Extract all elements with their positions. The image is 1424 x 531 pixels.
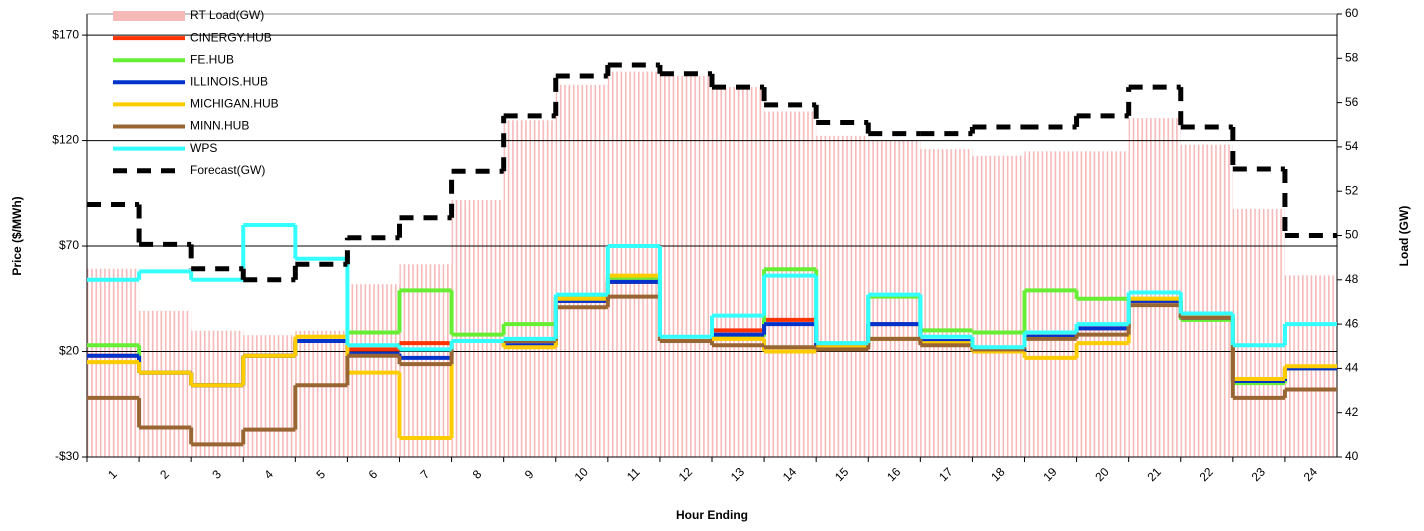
load-bar (972, 155, 1025, 457)
x-tick-label: 23 (1249, 465, 1269, 485)
load-bar (764, 111, 817, 458)
y2-tick-label: 56 (1345, 95, 1359, 109)
y-axis-title: Price ($/MWh) (10, 196, 24, 275)
x-tick-label: 21 (1144, 465, 1164, 485)
x-tick-label: 1 (105, 467, 120, 482)
load-bar (1128, 118, 1181, 457)
y2-tick-label: 54 (1345, 139, 1359, 153)
load-bar (1076, 151, 1129, 457)
x-tick-label: 3 (209, 467, 224, 482)
y2-tick-label: 52 (1345, 183, 1359, 197)
x-tick-label: 15 (832, 465, 852, 485)
legend-label: MINN.HUB (190, 119, 249, 133)
load-bar (555, 84, 608, 457)
load-bar (607, 71, 660, 457)
load-bar (243, 335, 296, 457)
x-tick-label: 16 (884, 465, 904, 485)
x-tick-label: 7 (418, 467, 433, 482)
y2-tick-label: 40 (1345, 449, 1359, 463)
y2-axis-title: Load (GW) (1397, 206, 1411, 267)
load-bar (503, 120, 556, 457)
load-bar (816, 135, 869, 457)
y-tick-label: $20 (59, 344, 79, 358)
load-bar (712, 87, 765, 457)
legend-label: ILLINOIS.HUB (190, 74, 268, 88)
x-tick-label: 8 (470, 467, 485, 482)
x-tick-label: 9 (522, 467, 537, 482)
load-bar (347, 284, 400, 457)
x-tick-label: 12 (676, 465, 696, 485)
x-tick-label: 20 (1092, 465, 1112, 485)
y2-tick-label: 46 (1345, 316, 1359, 330)
load-bar (295, 330, 348, 457)
legend: RT Load(GW) CINERGY.HUB FE.HUB ILLINOIS.HUB… (113, 8, 279, 177)
legend-label: RT Load(GW) (190, 8, 264, 22)
load-bar (1024, 151, 1077, 457)
y2-tick-label: 42 (1345, 405, 1359, 419)
x-tick-label: 10 (572, 465, 592, 485)
y2-tick-label: 48 (1345, 272, 1359, 286)
x-tick-label: 24 (1301, 465, 1321, 485)
legend-label: FE.HUB (190, 52, 234, 66)
x-axis-title: Hour Ending (676, 508, 748, 522)
x-tick-label: 13 (728, 465, 748, 485)
x-tick-label: 6 (366, 467, 381, 482)
x-tick-label: 19 (1040, 465, 1060, 485)
y-tick-label: -$30 (55, 449, 79, 463)
load-bar (1180, 144, 1233, 457)
y-tick-label: $70 (59, 238, 79, 252)
legend-label: CINERGY.HUB (190, 30, 272, 44)
y2-tick-label: 50 (1345, 228, 1359, 242)
y2-tick-label: 58 (1345, 50, 1359, 64)
legend-label: Forecast(GW) (190, 163, 265, 177)
legend-label: WPS (190, 141, 217, 155)
load-bar (659, 76, 712, 458)
x-tick-label: 14 (780, 465, 800, 485)
x-tick-label: 2 (157, 467, 172, 482)
y2-tick-label: 44 (1345, 361, 1359, 375)
load-bar (451, 200, 504, 457)
x-tick-label: 17 (936, 465, 956, 485)
x-tick-label: 4 (261, 467, 276, 482)
x-tick-label: 22 (1197, 465, 1217, 485)
x-tick-label: 18 (988, 465, 1008, 485)
y2-tick-label: 60 (1345, 6, 1359, 20)
x-tick-label: 11 (624, 465, 643, 484)
legend-label: MICHIGAN.HUB (190, 97, 279, 111)
load-bar (1232, 208, 1285, 457)
legend-swatch (113, 11, 185, 21)
load-bar (191, 330, 244, 457)
y-tick-label: $120 (52, 133, 79, 147)
load-bar (399, 264, 452, 457)
load-bar (139, 310, 192, 457)
y-tick-label: $170 (52, 27, 79, 41)
x-tick-label: 5 (313, 467, 328, 482)
load-bar (920, 149, 973, 458)
